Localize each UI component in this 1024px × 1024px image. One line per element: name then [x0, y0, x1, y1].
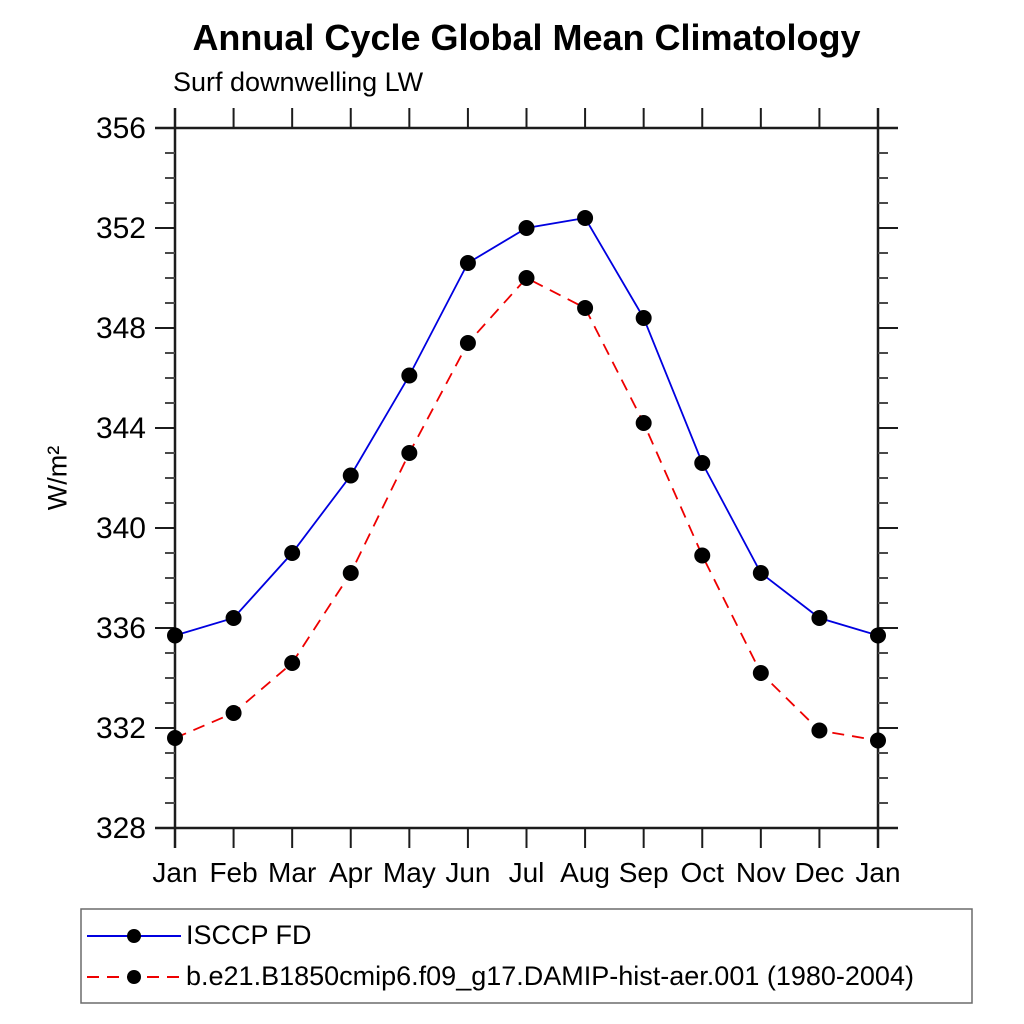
- series-line-1: [174, 276, 879, 742]
- y-tick-label: 352: [96, 212, 146, 245]
- y-tick-label: 348: [96, 312, 146, 345]
- data-point-marker: [870, 732, 886, 749]
- x-tick-label: Sep: [619, 857, 669, 888]
- data-point-marker: [342, 467, 359, 484]
- x-tick-label: Jun: [445, 857, 490, 888]
- legend-label-isccp-fd: ISCCP FD: [186, 919, 312, 950]
- data-point-marker: [752, 565, 769, 581]
- data-point-marker: [870, 627, 886, 644]
- data-point-marker: [284, 545, 301, 561]
- data-point-marker: [635, 415, 652, 431]
- data-point-marker: [577, 210, 594, 226]
- data-point-marker: [167, 730, 183, 746]
- x-tick-label: Aug: [560, 857, 610, 888]
- data-point-marker: [635, 310, 652, 326]
- data-point-marker: [342, 565, 359, 581]
- y-tick-label: 344: [96, 412, 146, 445]
- data-point-marker: [811, 610, 828, 626]
- data-point-marker: [752, 665, 769, 681]
- y-tick-label: 332: [96, 712, 146, 745]
- y-tick-label: 340: [96, 512, 146, 545]
- legend-marker-sample-1: [127, 970, 141, 984]
- data-point-marker: [577, 300, 594, 316]
- chart-subtitle: Surf downwelling LW: [173, 67, 424, 97]
- data-point-marker: [167, 627, 183, 644]
- data-point-marker: [518, 220, 535, 236]
- x-tick-label: Mar: [268, 857, 316, 888]
- y-axis-label: W/m²: [42, 445, 73, 511]
- y-tick-label: 328: [96, 812, 146, 845]
- x-tick-label: Apr: [329, 857, 373, 888]
- x-tick-label: May: [383, 857, 436, 888]
- data-point-marker: [694, 455, 711, 471]
- data-point-marker: [225, 610, 242, 626]
- x-tick-label: Oct: [680, 857, 724, 888]
- legend-marker-sample-0: [127, 929, 141, 943]
- data-point-marker: [284, 655, 301, 671]
- legend-label-model-run: b.e21.B1850cmip6.f09_g17.DAMIP-hist-aer.…: [186, 960, 914, 991]
- data-point-marker: [459, 255, 476, 271]
- legend-box: [80, 908, 973, 1004]
- y-tick-label: 336: [96, 612, 146, 645]
- x-tick-label: Jan: [152, 857, 197, 888]
- x-tick-label: Dec: [795, 857, 845, 888]
- data-point-marker: [518, 270, 535, 286]
- data-point-marker: [694, 547, 711, 564]
- x-tick-label: Jul: [509, 857, 545, 888]
- data-point-marker: [401, 445, 418, 461]
- y-tick-label: 356: [96, 112, 146, 145]
- chart-title: Annual Cycle Global Mean Climatology: [192, 17, 861, 58]
- x-tick-label: Jan: [855, 857, 900, 888]
- x-tick-label: Nov: [736, 857, 786, 888]
- data-point-marker: [225, 705, 242, 721]
- data-point-marker: [459, 335, 476, 351]
- x-tick-label: Feb: [209, 857, 257, 888]
- data-point-marker: [401, 367, 418, 384]
- data-point-marker: [811, 722, 828, 739]
